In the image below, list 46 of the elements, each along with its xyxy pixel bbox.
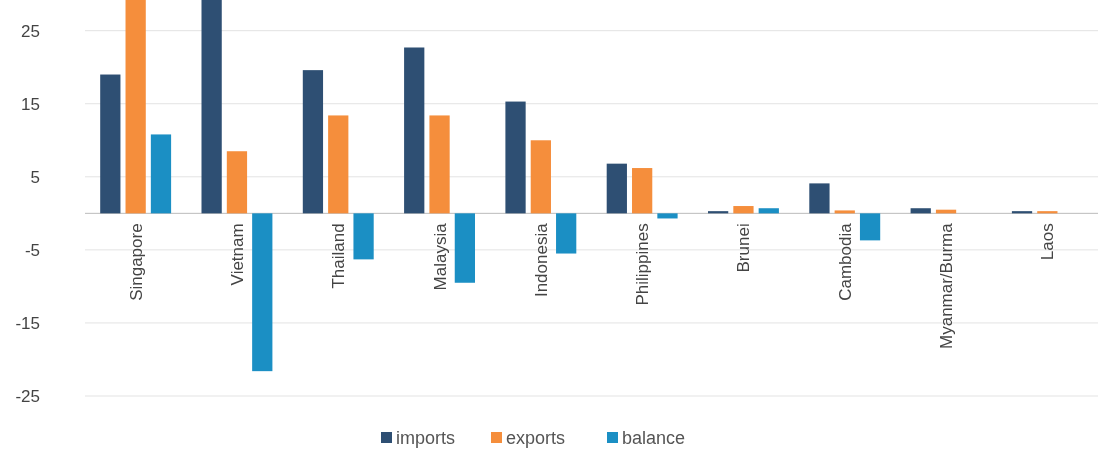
y-tick-label: 5 [30, 167, 40, 187]
bar [201, 0, 222, 214]
bar [353, 213, 374, 260]
y-tick-label: -15 [15, 313, 40, 333]
bar [910, 208, 931, 214]
bar [530, 140, 551, 214]
bar [1011, 211, 1033, 214]
bar [708, 211, 729, 214]
x-tick-label: Thailand [329, 223, 349, 289]
bar [1037, 211, 1058, 214]
bar [100, 74, 121, 214]
bar [150, 134, 172, 214]
legend-label: exports [506, 428, 566, 448]
bar [733, 206, 754, 214]
x-tick-label: Vietnam [227, 223, 247, 286]
x-tick-label: Cambodia [835, 222, 855, 301]
legend-label: balance [622, 428, 686, 448]
x-tick-label: Singapore [126, 223, 146, 301]
bar [606, 163, 627, 214]
bar [302, 70, 324, 214]
x-tick-label: Brunei [734, 223, 754, 273]
bar [632, 168, 653, 214]
bar [657, 213, 678, 219]
bar [125, 0, 146, 214]
bar [758, 208, 779, 214]
bar [252, 213, 273, 372]
bar [859, 213, 881, 241]
x-tick-label: Indonesia [531, 222, 551, 298]
bar [454, 213, 476, 283]
x-tick-label: Philippines [633, 223, 653, 306]
bar [429, 115, 450, 214]
y-tick-label: -25 [15, 386, 40, 406]
y-tick-label: -5 [24, 240, 40, 260]
bar [328, 115, 349, 214]
bar [505, 101, 526, 214]
bar [226, 151, 248, 214]
bar [404, 47, 425, 214]
x-tick-label: Malaysia [430, 222, 450, 291]
bar [556, 213, 577, 254]
y-tick-label: 15 [21, 94, 40, 114]
legend-label: imports [396, 428, 456, 448]
y-tick-label: 25 [21, 21, 40, 41]
bar [809, 183, 830, 214]
x-tick-label: Laos [1038, 223, 1058, 261]
bar [834, 210, 855, 214]
x-tick-label: Myanmar/Burma [937, 222, 957, 349]
